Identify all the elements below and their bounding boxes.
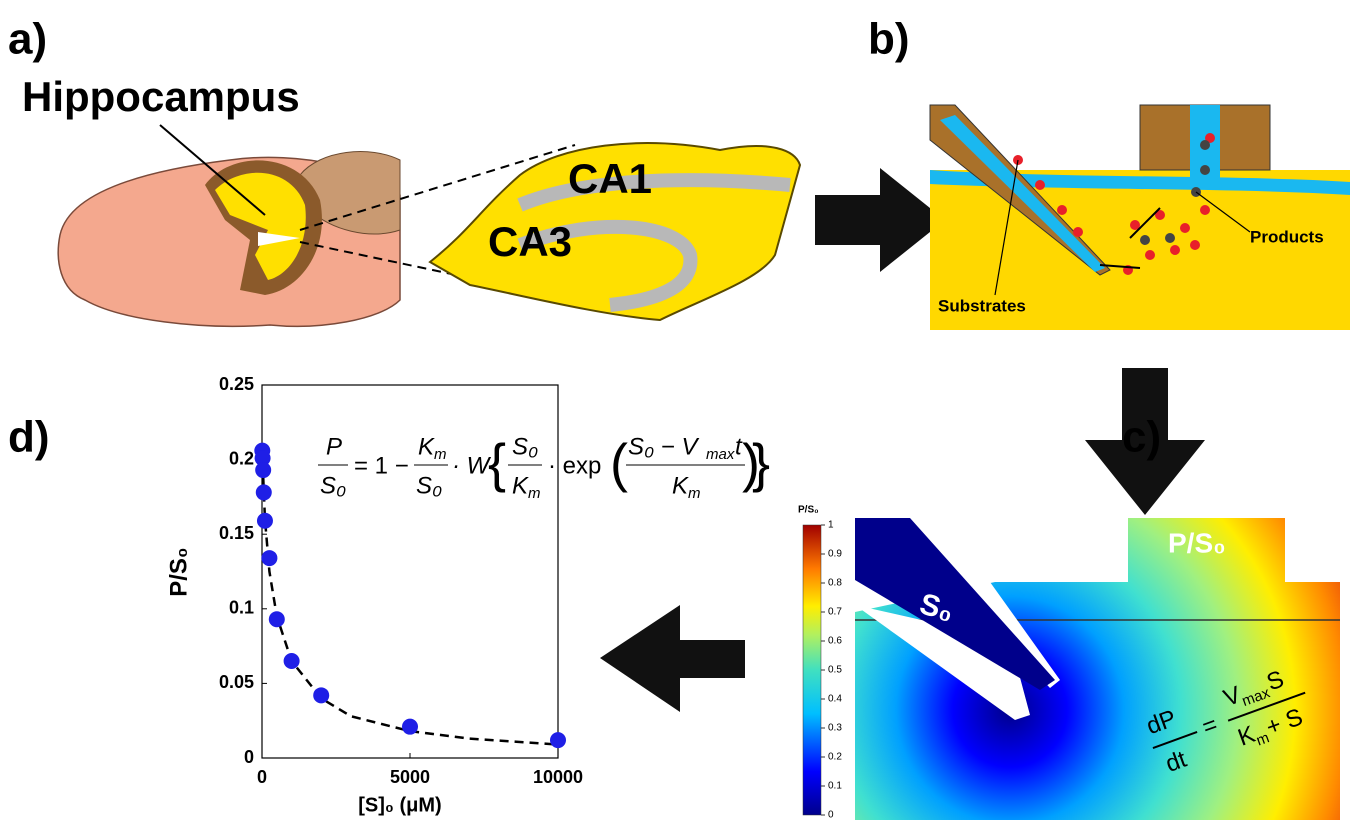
data-point (257, 513, 273, 529)
eq-part: K (672, 472, 689, 499)
arrow (600, 605, 745, 712)
x-tick-label: 0 (257, 767, 267, 787)
figure: a) Hippocampus CA1 CA3 b) Products Subst… (0, 0, 1354, 827)
colorbar-tick-label: 0.3 (828, 723, 842, 734)
colorbar-tick-label: 0.2 (828, 752, 842, 763)
colorbar-tick-label: 0 (828, 810, 834, 821)
eq-part: K (418, 433, 435, 460)
colorbar-title: P/S₀ (798, 505, 819, 516)
colorbar-tick-label: 0.9 (828, 549, 842, 560)
data-point (402, 719, 418, 735)
colorbar (803, 525, 821, 815)
colorbar-tick-label: 0.6 (828, 636, 842, 647)
panel-title: Hippocampus (22, 73, 300, 120)
region-label: CA1 (568, 155, 652, 202)
eq-part: { (488, 433, 506, 493)
y-tick-label: 0.2 (229, 448, 254, 468)
annotation: Products (1250, 227, 1324, 246)
annotation: Substrates (938, 296, 1026, 315)
panel-label: b) (868, 15, 910, 64)
eq-part: K (512, 472, 529, 499)
eq-part: S₀ (512, 433, 538, 460)
panel-label: c) (1122, 413, 1161, 462)
colorbar-tick-label: 0.7 (828, 607, 842, 618)
x-tick-label: 10000 (533, 767, 583, 787)
y-tick-label: 0.25 (219, 374, 254, 394)
eq-part: m (688, 485, 701, 502)
data-point (269, 611, 285, 627)
x-tick-label: 5000 (390, 767, 430, 787)
data-point (550, 732, 566, 748)
brain-drawing (58, 125, 800, 326)
y-axis-label: P/S₀ (165, 547, 192, 597)
colorbar-tick-label: 0.5 (828, 665, 842, 676)
eq-part: ( (610, 433, 628, 493)
data-point (256, 484, 272, 500)
x-axis-label: [S]₀ (μM) (358, 794, 441, 816)
panel-label: a) (8, 15, 47, 64)
data-point (313, 687, 329, 703)
data-point (255, 462, 271, 478)
eq-part: m (434, 446, 447, 463)
region-label: CA3 (488, 218, 572, 265)
y-tick-label: 0.1 (229, 598, 254, 618)
data-point (284, 653, 300, 669)
eq-part: S₀ (416, 472, 442, 499)
colorbar-tick-label: 1 (828, 520, 834, 531)
eq-part: · W (452, 452, 492, 479)
data-point (261, 550, 277, 566)
eq-part: max (706, 446, 735, 463)
colorbar-tick-label: 0.1 (828, 781, 842, 792)
y-tick-label: 0.15 (219, 523, 254, 543)
panel-label: d) (8, 413, 50, 462)
eq-part: = 1 − (354, 452, 409, 479)
eq-part: } (752, 433, 770, 493)
y-tick-label: 0 (244, 747, 254, 767)
colorbar-tick-label: 0.4 (828, 694, 842, 705)
colorbar-tick-label: 0.8 (828, 578, 842, 589)
eq-part: · exp (548, 452, 601, 479)
outlet-label: P/S₀ (1168, 527, 1226, 558)
arrow (815, 168, 945, 272)
equation: P S₀ = 1 − K m S₀ · W { S₀ K m · exp ( S… (318, 433, 770, 502)
y-tick-label: 0.05 (219, 672, 254, 692)
eq-part: S₀ (320, 472, 346, 499)
eq-part: S₀ − V (628, 433, 699, 460)
eq-part: P (326, 433, 342, 460)
eq-part: m (528, 485, 541, 502)
